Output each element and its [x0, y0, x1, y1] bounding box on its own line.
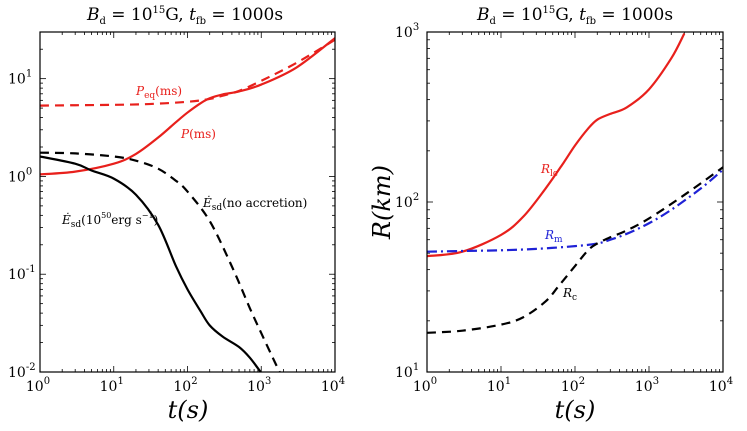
series-edot-sd-no-accretion — [40, 151, 281, 372]
left-x-tick-label: 100 — [26, 376, 50, 395]
right-chart-title: Bd = 1015G, tfb = 1000s — [476, 5, 673, 27]
right-x-tick-label: 100 — [413, 376, 437, 395]
right-y-tick-label: 103 — [395, 22, 419, 41]
label-r-m: Rm — [544, 228, 563, 245]
series-r-lc — [427, 32, 686, 258]
left-x-tick-label: 102 — [173, 376, 197, 395]
left-axis-ticks: 100 101 102 103 104 101 100 10-1 10-2 — [8, 31, 345, 395]
right-x-tick-label: 102 — [561, 376, 585, 395]
series-p-eq-ms — [40, 38, 335, 107]
label-p: P(ms) — [180, 127, 216, 141]
right-y-tick-label: 102 — [395, 192, 419, 211]
right-x-tick-label: 104 — [709, 376, 733, 395]
label-edot-sd: Ėsd(1050erg s−1) — [61, 211, 158, 230]
left-x-tick-label: 101 — [100, 376, 124, 395]
right-x-tick-label: 101 — [487, 376, 511, 395]
right-y-axis-label: R(km) — [368, 165, 396, 240]
left-y-tick-label: 101 — [8, 69, 32, 88]
right-series-group — [427, 32, 723, 334]
left-chart: Bd = 1015G, tfb = 1000s 100 101 102 103 1041… — [8, 5, 345, 424]
left-y-tick-label: 10-1 — [8, 264, 36, 283]
left-x-tick-label: 103 — [247, 376, 271, 395]
left-y-tick-label: 100 — [8, 166, 32, 185]
label-p-eq: Peq(ms) — [135, 84, 182, 101]
series-edot-sd-10-50-erg-s-1 — [40, 155, 262, 372]
series-r-c — [427, 166, 723, 334]
label-r-lc: Rlc — [540, 162, 558, 179]
left-x-tick-label: 104 — [321, 376, 345, 395]
left-y-tick-label: 10-2 — [8, 362, 36, 381]
right-x-tick-label: 103 — [635, 376, 659, 395]
left-chart-title: Bd = 1015G, tfb = 1000s — [86, 5, 283, 27]
right-chart: Bd = 1015G, tfb = 1000s 100 101 102 103 1041… — [368, 5, 733, 424]
right-x-axis-label: t(s) — [555, 396, 596, 424]
right-plot-frame — [426, 31, 724, 373]
left-series-group — [40, 37, 335, 372]
label-r-c: Rc — [562, 286, 577, 303]
series-r-m — [427, 168, 723, 253]
left-plot-frame — [39, 31, 336, 373]
series-p-ms — [40, 37, 335, 176]
right-y-tick-label: 101 — [395, 362, 419, 381]
left-x-axis-label: t(s) — [168, 396, 209, 424]
label-edot-no-accretion: Ėsd(no accretion) — [202, 195, 307, 213]
